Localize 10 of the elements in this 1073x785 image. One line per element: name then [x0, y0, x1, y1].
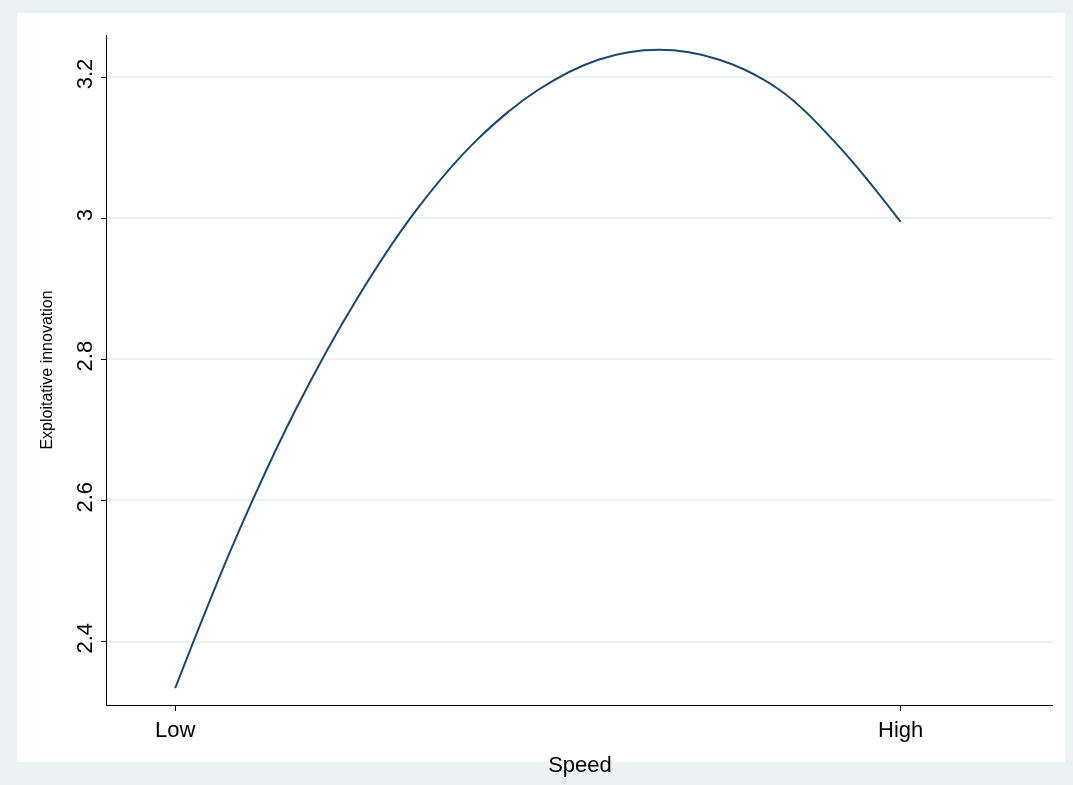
line-series [174, 48, 902, 690]
y-tick-label: 3 [72, 208, 98, 222]
y-tick-label: 2.4 [72, 622, 98, 654]
y-axis-title: Exploitative innovation [38, 290, 56, 450]
y-tick-label: 2.6 [72, 481, 98, 513]
x-tick-label: High [878, 717, 924, 743]
y-tick-label: 3.2 [72, 58, 98, 90]
y-tick-label: 2.8 [72, 340, 98, 372]
x-axis-title: Speed [548, 752, 612, 778]
x-tick-label: Low [155, 717, 196, 743]
